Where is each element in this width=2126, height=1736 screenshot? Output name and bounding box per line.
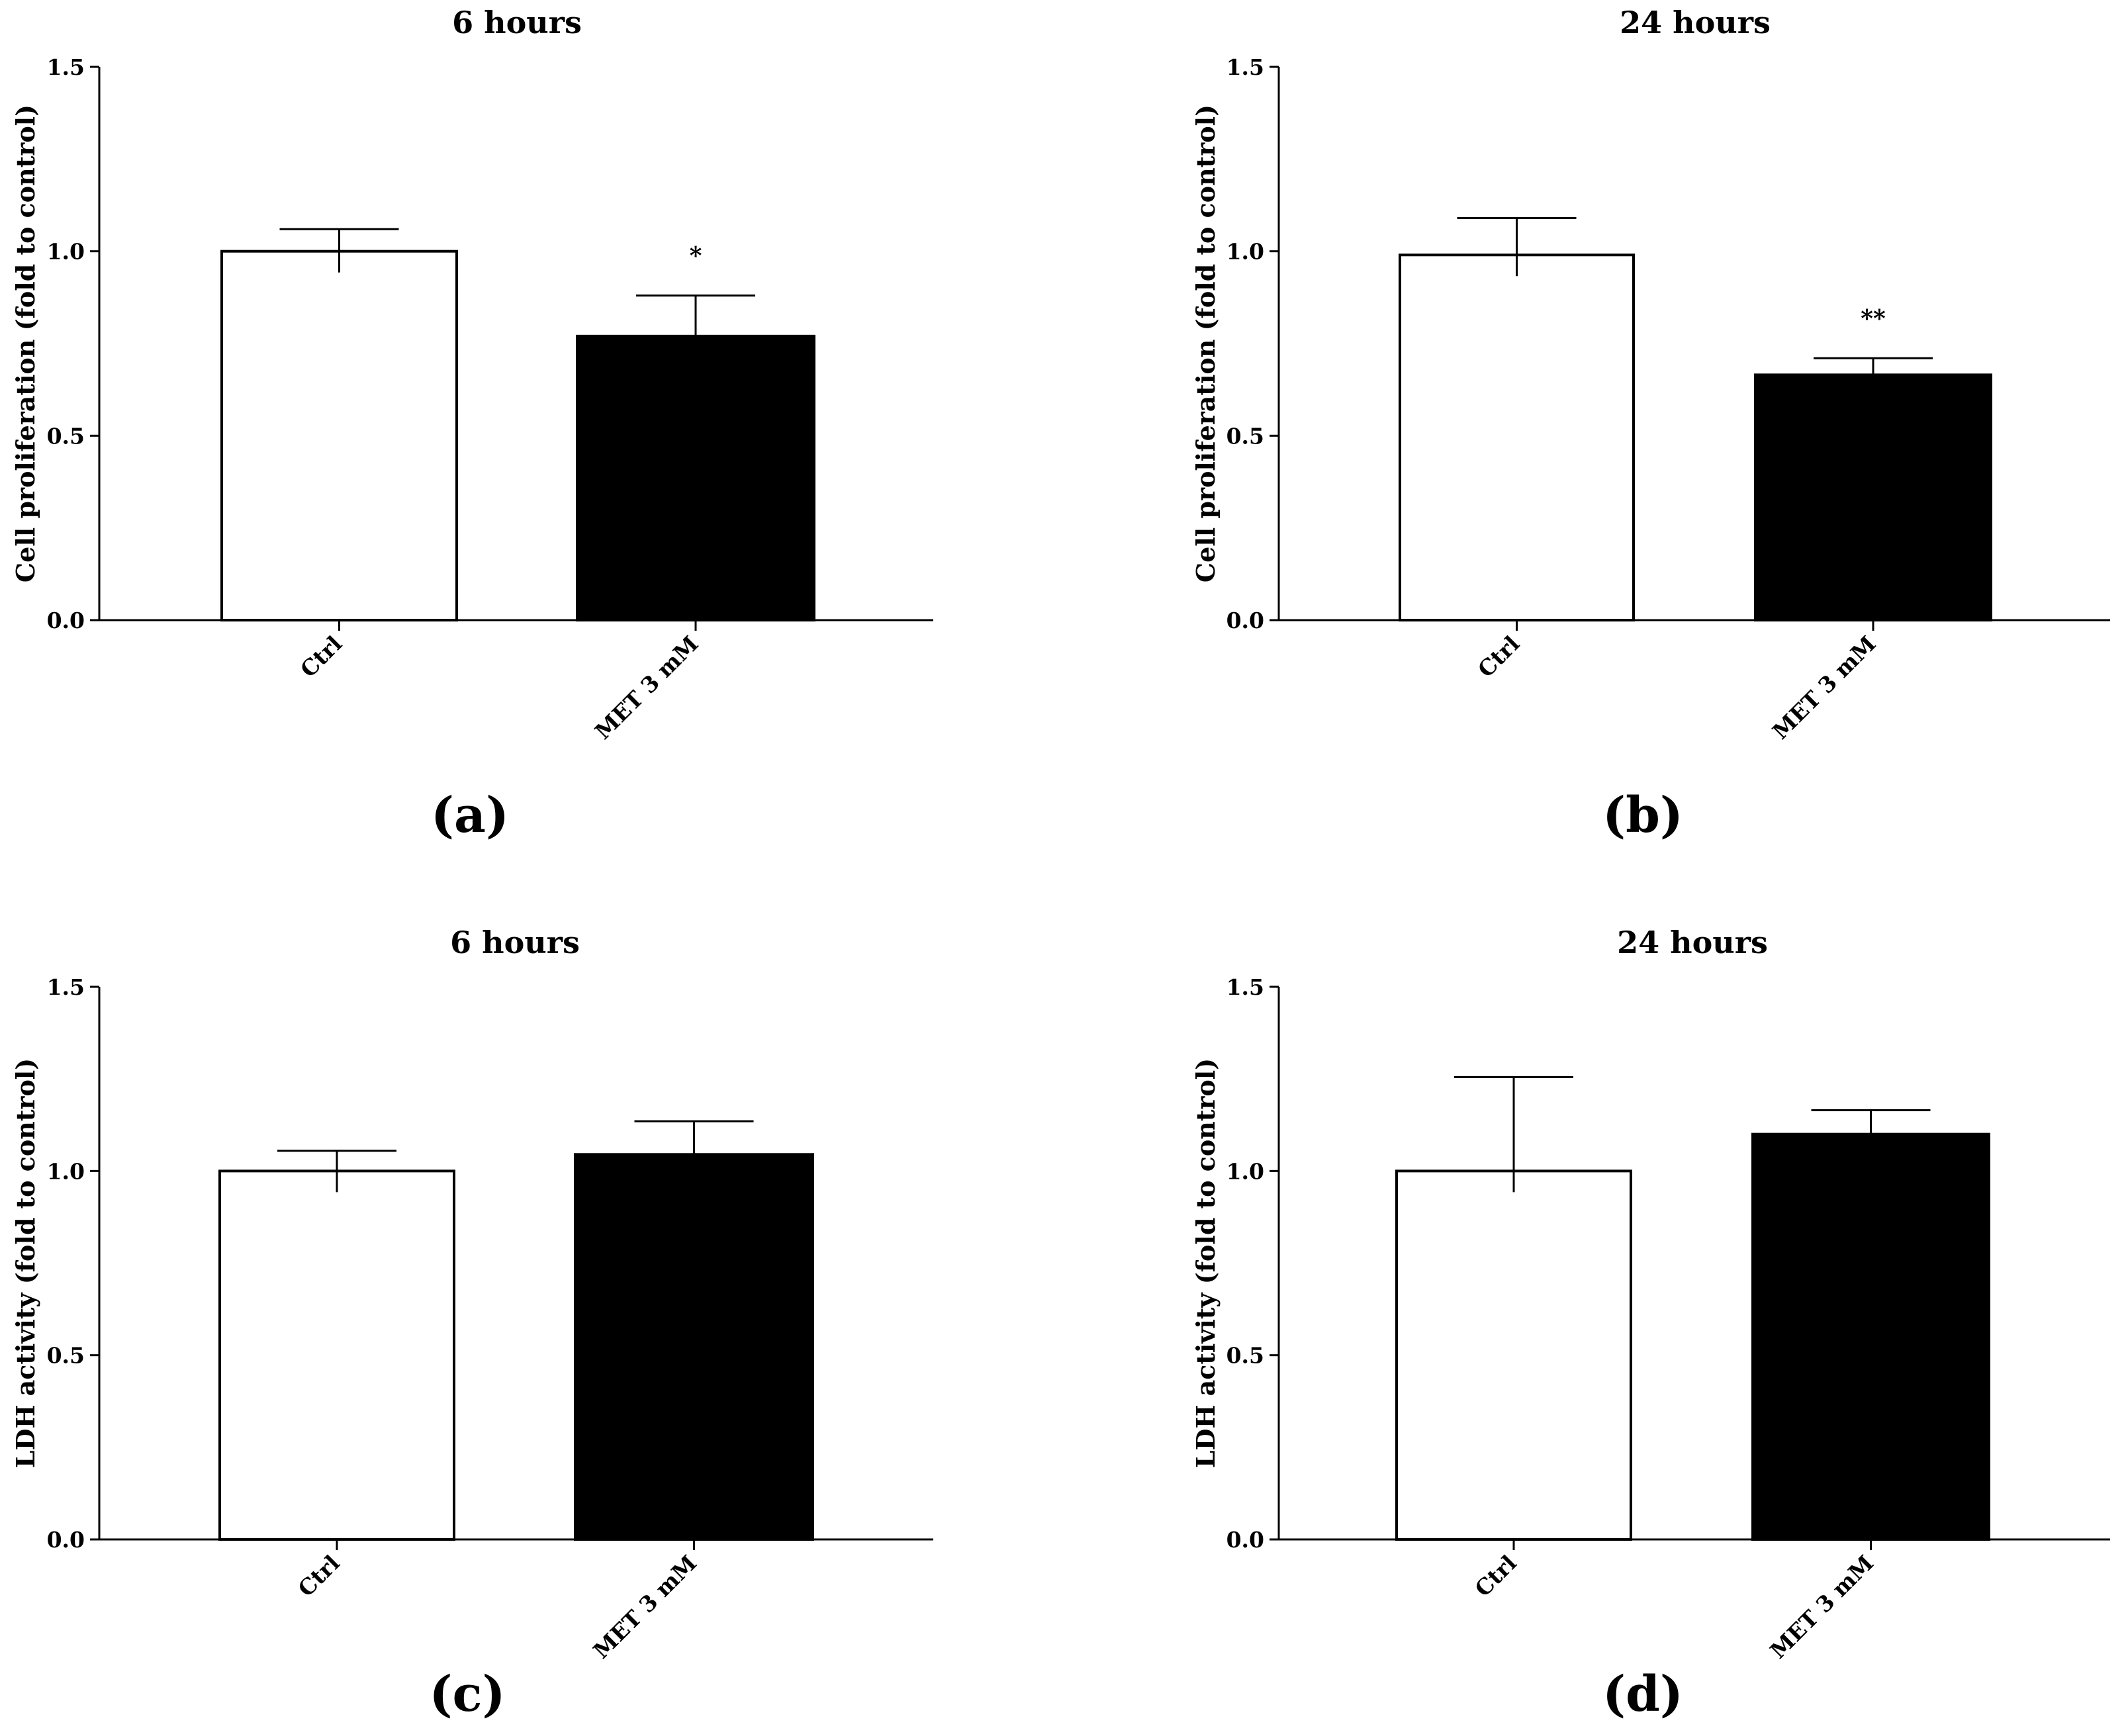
y-tick-label: 0.5 <box>1226 423 1264 449</box>
x-tick-label: Ctrl <box>1473 631 1524 682</box>
y-tick-label: 1.5 <box>47 974 85 1000</box>
chart-title: 6 hours <box>450 925 580 960</box>
y-tick-label: 1.0 <box>47 1158 85 1184</box>
y-axis-label: Cell proliferation (fold to control) <box>11 105 40 582</box>
y-axis-label: LDH activity (fold to control) <box>1191 1058 1221 1468</box>
y-tick-label: 0.5 <box>1226 1343 1264 1369</box>
bar-ctrl <box>1399 253 1635 621</box>
x-tick-label: MET 3 mM <box>588 1550 702 1664</box>
bar-ctrl <box>220 250 458 621</box>
y-tick-label: 0.0 <box>47 1527 85 1553</box>
bar-met <box>574 1153 814 1541</box>
x-tick-label: MET 3 mM <box>1767 631 1881 745</box>
y-tick-label: 1.0 <box>1226 1158 1264 1184</box>
y-tick-label: 1.5 <box>1226 974 1264 1000</box>
chart-title: 24 hours <box>1617 925 1768 960</box>
y-tick-label: 1.0 <box>1226 239 1264 265</box>
significance-marker: ** <box>1861 304 1886 332</box>
chart-panel-1: 6 hours Cell proliferation (fold to contr… <box>11 5 933 844</box>
bar-ctrl <box>218 1169 455 1541</box>
panel-label: (c) <box>429 1666 505 1723</box>
chart-panel-3: 6 hours LDH activity (fold to control) 0.0… <box>11 925 933 1723</box>
y-tick-label: 0.5 <box>47 423 85 449</box>
x-tick-label: Ctrl <box>1470 1550 1522 1602</box>
y-tick-label: 1.5 <box>47 54 85 80</box>
chart-panel-2: 24 hours Cell proliferation (fold to cont… <box>1191 5 2110 844</box>
x-tick-label: Ctrl <box>293 1550 345 1602</box>
significance-marker: * <box>690 242 702 270</box>
y-tick-label: 0.0 <box>1226 608 1264 633</box>
bar-met <box>1754 373 1992 622</box>
bar-ctrl <box>1395 1169 1632 1541</box>
y-axis-label: LDH activity (fold to control) <box>11 1058 40 1468</box>
chart-title: 24 hours <box>1620 5 1771 40</box>
y-axis-label: Cell proliferation (fold to control) <box>1191 105 1221 582</box>
bar-met <box>1751 1132 1990 1541</box>
y-tick-label: 0.0 <box>47 608 85 633</box>
x-tick-label: MET 3 mM <box>590 631 704 745</box>
panel-label: (d) <box>1602 1666 1683 1723</box>
y-tick-label: 1.0 <box>47 239 85 265</box>
y-tick-label: 0.0 <box>1226 1527 1264 1553</box>
chart-title: 6 hours <box>452 5 582 40</box>
y-tick-label: 0.5 <box>47 1343 85 1369</box>
y-tick-label: 1.5 <box>1226 54 1264 80</box>
x-tick-label: Ctrl <box>295 631 347 682</box>
x-tick-label: MET 3 mM <box>1765 1550 1879 1664</box>
panel-label: (a) <box>431 787 509 844</box>
panel-label: (b) <box>1602 787 1683 844</box>
bar-met <box>576 334 815 621</box>
